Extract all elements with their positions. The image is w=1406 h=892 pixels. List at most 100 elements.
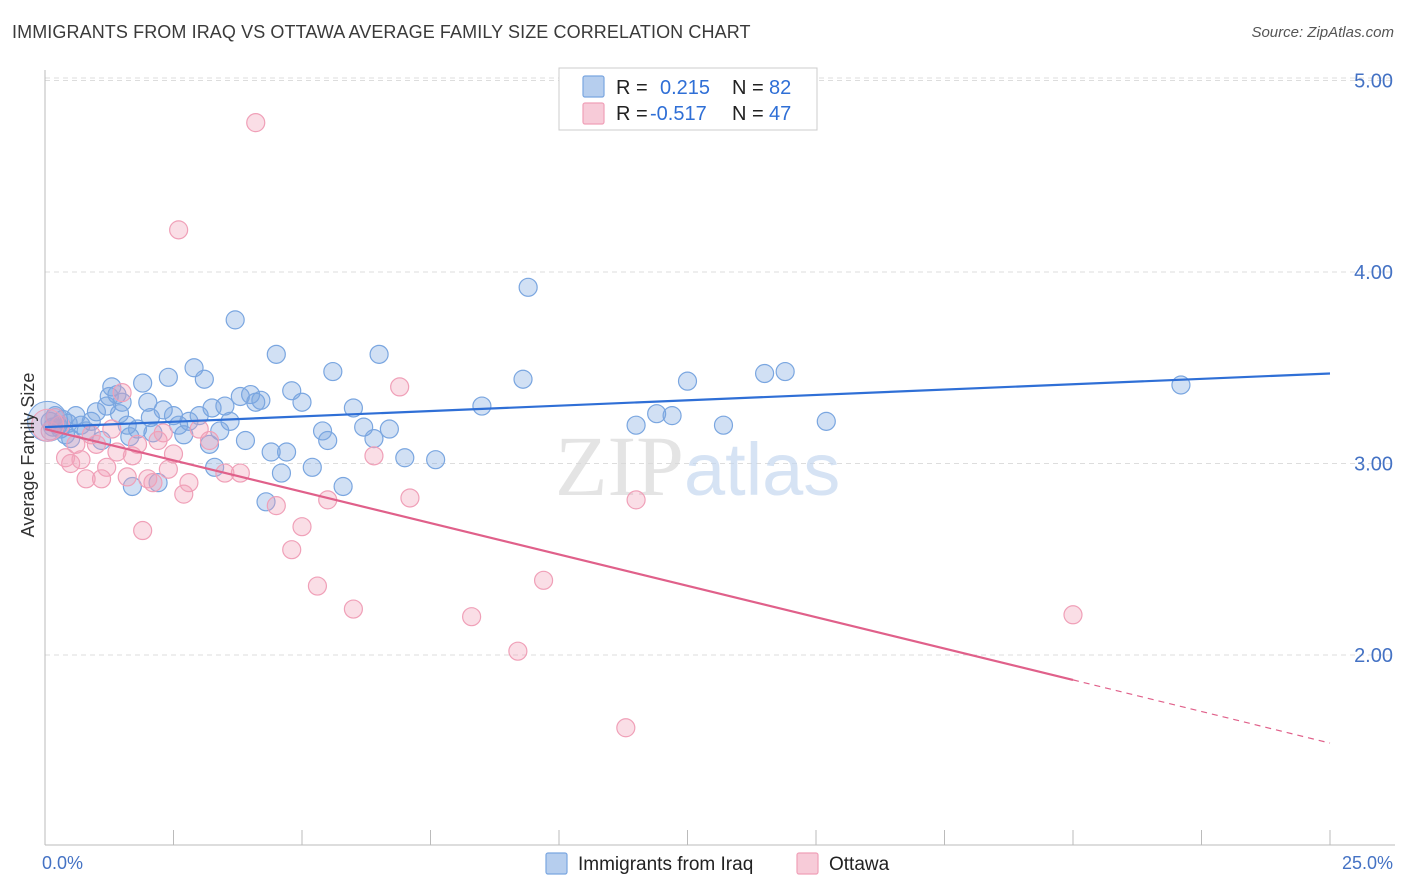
legend-swatch-iraq: [582, 75, 605, 98]
point-ottawa: [1063, 605, 1083, 625]
point-ottawa: [292, 517, 312, 537]
legend-n-label-iraq: N =: [732, 77, 764, 99]
point-iraq: [379, 419, 399, 439]
point-ottawa: [127, 434, 148, 454]
point-iraq: [120, 427, 140, 447]
point-ottawa: [169, 220, 189, 240]
point-ottawa: [86, 434, 107, 454]
point-ottawa: [174, 484, 194, 504]
point-iraq: [364, 429, 384, 449]
legend-r-label-ottawa: R =: [616, 103, 648, 125]
point-iraq: [662, 406, 682, 426]
point-iraq: [754, 363, 775, 384]
legend-r-value-iraq: 0.215: [660, 77, 710, 99]
point-ottawa: [138, 469, 158, 489]
point-iraq: [266, 344, 286, 364]
point-iraq: [276, 442, 297, 462]
point-iraq: [194, 369, 214, 389]
point-ottawa: [626, 490, 646, 510]
point-ottawa: [112, 383, 132, 403]
bottom-legend-swatch-ottawa: [796, 852, 819, 875]
trend-line-iraq: [44, 372, 1331, 429]
point-iraq: [133, 373, 153, 393]
point-ottawa: [400, 488, 420, 508]
bottom-legend-label-ottawa: Ottawa: [829, 854, 890, 875]
point-ottawa: [66, 434, 86, 454]
point-iraq: [210, 421, 230, 441]
point-ottawa: [462, 607, 482, 627]
point-ottawa: [343, 599, 363, 619]
point-ottawa: [390, 377, 410, 397]
point-iraq: [318, 430, 338, 451]
point-ottawa: [133, 520, 153, 541]
chart-source: Source: ZipAtlas.com: [1251, 24, 1394, 41]
point-iraq: [775, 361, 795, 382]
legend-bottom: Immigrants from Iraq Ottawa: [545, 852, 890, 875]
point-iraq: [312, 421, 333, 441]
point-iraq: [235, 430, 256, 451]
point-iraq: [109, 404, 130, 424]
watermark: ZIPatlas: [555, 418, 840, 514]
point-iraq: [302, 457, 322, 477]
y-tick-label: 3.00: [1354, 454, 1393, 476]
trend-line-ottawa: [44, 427, 1074, 681]
trend-lines: [44, 372, 1331, 744]
chart-title: IMMIGRANTS FROM IRAQ VS OTTAWA AVERAGE F…: [12, 22, 751, 42]
point-ottawa: [76, 469, 96, 489]
legend-top: R = 0.215 N = 82 R = -0.517 N = 47: [558, 67, 818, 131]
point-iraq: [369, 344, 389, 364]
point-iraq: [138, 392, 158, 412]
y-tick-label: 5.00: [1354, 71, 1393, 93]
point-iraq: [148, 473, 168, 493]
point-ottawa: [246, 113, 266, 133]
axes: [44, 70, 1395, 846]
y-tick-label: 2.00: [1354, 645, 1393, 667]
point-ottawa: [364, 446, 384, 466]
point-iraq: [117, 415, 137, 435]
point-iraq: [343, 398, 363, 418]
point-iraq: [426, 450, 446, 470]
point-iraq: [513, 369, 533, 389]
point-ottawa: [282, 540, 302, 560]
point-iraq: [158, 367, 178, 387]
legend-n-value-iraq: 82: [769, 77, 791, 99]
point-iraq: [677, 371, 698, 391]
point-iraq: [122, 476, 142, 497]
point-iraq: [647, 404, 667, 424]
point-ottawa: [266, 496, 286, 516]
point-ottawa: [61, 453, 81, 474]
x-tick-label-max: 25.0%: [1342, 853, 1393, 873]
legend-r-label-iraq: R =: [616, 77, 648, 99]
point-iraq: [333, 476, 353, 497]
y-axis-label: Average Family Size: [18, 373, 38, 538]
point-iraq: [323, 361, 343, 382]
point-iraq: [261, 442, 281, 462]
point-ottawa-cluster: [31, 408, 65, 442]
point-ottawa: [230, 463, 250, 483]
trend-line-ottawa-extrapolated: [1072, 679, 1331, 744]
point-ottawa: [616, 718, 636, 738]
point-iraq: [292, 392, 312, 412]
point-ottawa: [508, 641, 528, 661]
x-tick-label-min: 0.0%: [42, 853, 83, 873]
point-ottawa: [91, 469, 112, 489]
bottom-legend-swatch-iraq: [545, 852, 568, 875]
point-ottawa: [307, 576, 328, 596]
point-iraq: [713, 415, 734, 435]
legend-swatch-ottawa: [582, 102, 605, 125]
point-ottawa: [143, 473, 163, 493]
grid-lines: [45, 77, 1395, 656]
point-iraq: [271, 463, 292, 483]
point-iraq: [225, 310, 245, 330]
point-iraq: [626, 415, 646, 435]
point-iraq: [251, 390, 271, 410]
point-iraq: [86, 402, 107, 422]
legend-n-value-ottawa: 47: [769, 103, 791, 125]
legend-r-value-ottawa: -0.517: [650, 103, 707, 125]
y-tick-labels: 5.00 4.00 3.00 2.00: [1354, 71, 1393, 668]
point-iraq: [256, 492, 276, 512]
point-ottawa: [179, 473, 199, 493]
legend-n-label-ottawa: N =: [732, 103, 764, 125]
point-ottawa: [97, 457, 117, 477]
